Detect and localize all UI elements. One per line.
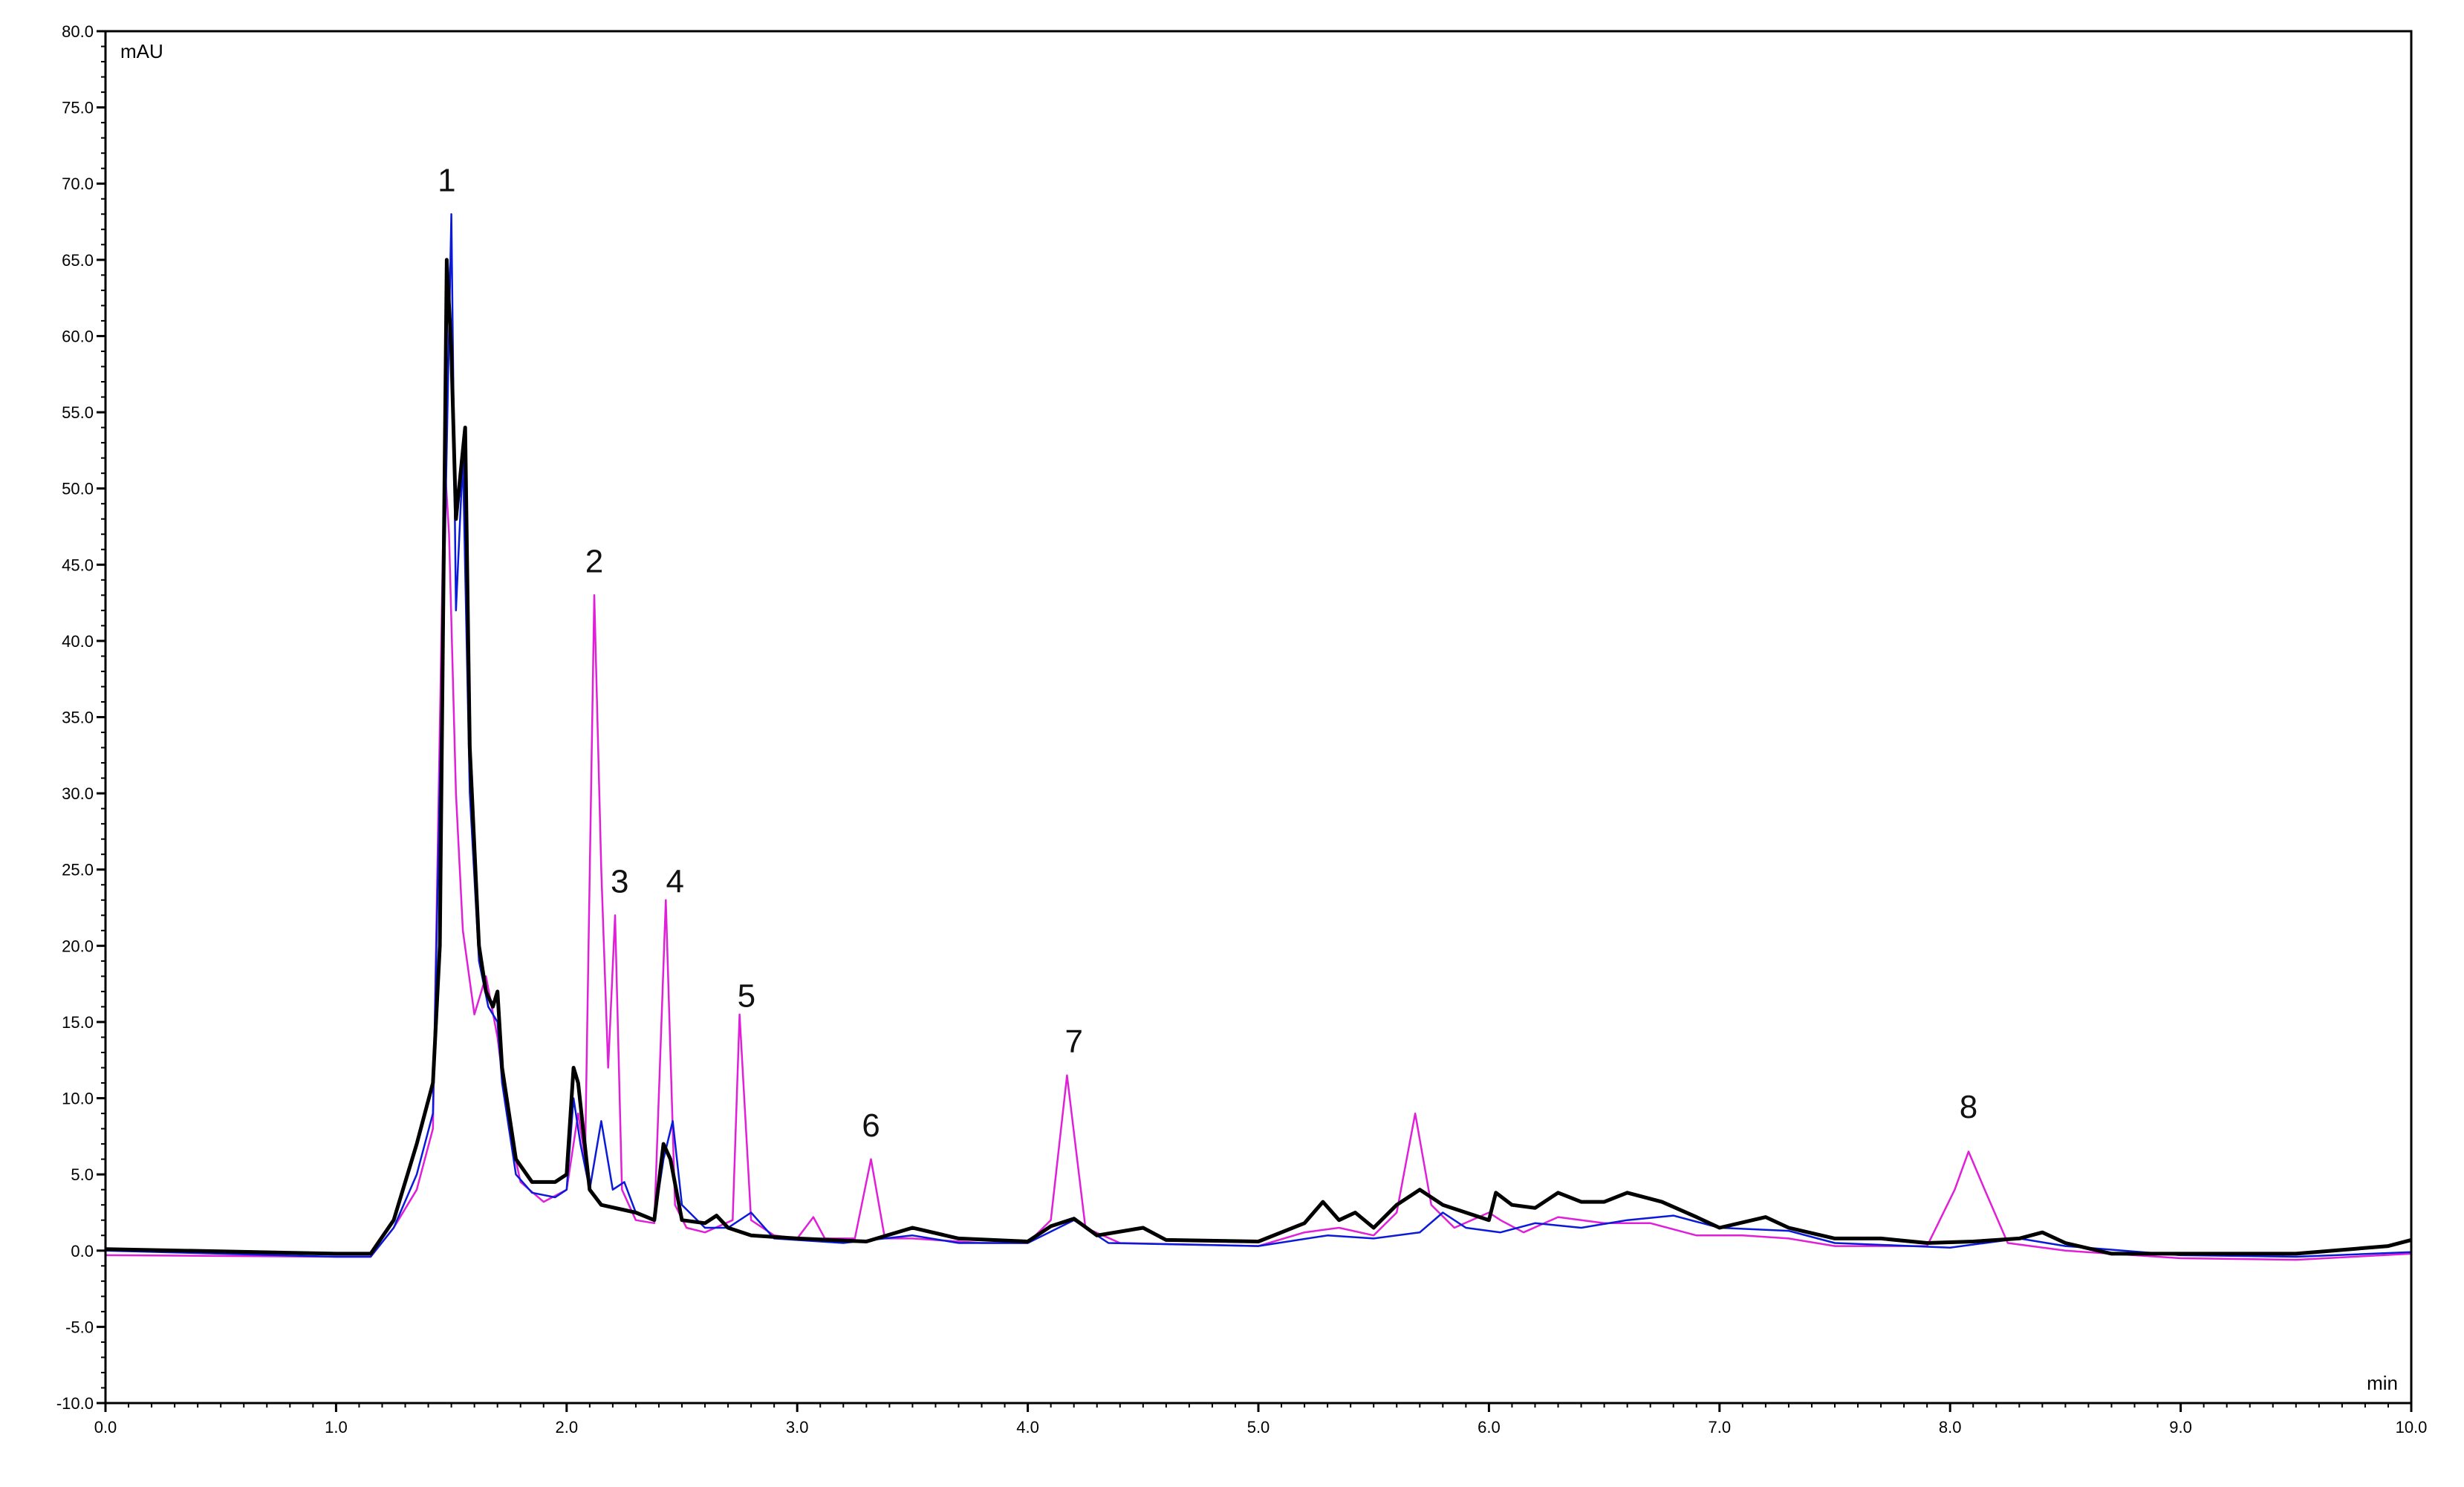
y-tick-label: 75.0 [62,99,94,117]
series-line-1 [105,258,2412,1256]
y-tick-label: 35.0 [62,709,94,727]
x-tick-label: 7.0 [1709,1418,1732,1436]
x-tick-label: 1.0 [325,1418,348,1436]
y-tick-label: 65.0 [62,251,94,270]
y-tick-label: 70.0 [62,175,94,193]
x-tick-label: 10.0 [2396,1418,2428,1436]
x-tick-label: 0.0 [94,1418,117,1436]
y-tick-label: 55.0 [62,403,94,422]
y-axis-unit-label: mAU [120,40,163,62]
peak-label-1: 1 [438,162,455,198]
x-tick-label: 6.0 [1478,1418,1501,1436]
plot-frame [104,30,2413,1405]
x-tick-label: 9.0 [2169,1418,2192,1436]
y-tick-label: 20.0 [62,937,94,955]
peak-label-2: 2 [585,544,603,580]
y-tick-label: 30.0 [62,784,94,803]
peak-annotations: 1 2 3 4 5 6 7 8 [438,162,1977,1143]
x-tick-label: 5.0 [1247,1418,1270,1436]
y-tick-label: 45.0 [62,556,94,574]
y-tick-label: 5.0 [71,1165,94,1184]
peak-label-3: 3 [611,864,628,900]
y-tick-label: 50.0 [62,480,94,498]
axis-labels: -10.0-5.00.05.010.015.020.025.030.035.04… [56,22,2428,1436]
peak-label-5: 5 [738,977,755,1014]
peak-label-7: 7 [1064,1024,1082,1060]
y-tick-label: -10.0 [56,1394,94,1413]
x-axis-unit-label: min [2367,1372,2398,1394]
y-tick-label: 0.0 [71,1242,94,1260]
y-tick-label: 60.0 [62,327,94,345]
x-tick-label: 3.0 [786,1418,809,1436]
series-line-3 [105,457,2412,1261]
x-tick-label: 2.0 [556,1418,579,1436]
y-tick-label: 15.0 [62,1013,94,1032]
x-tick-label: 4.0 [1016,1418,1039,1436]
peak-label-8: 8 [1960,1089,1977,1125]
peak-label-6: 6 [862,1107,880,1144]
y-tick-label: 40.0 [62,632,94,651]
x-tick-label: 8.0 [1939,1418,1962,1436]
series-layer [105,213,2412,1261]
y-tick-label: 25.0 [62,861,94,879]
y-tick-label: -5.0 [65,1318,94,1336]
y-tick-label: 80.0 [62,22,94,41]
peak-label-4: 4 [666,864,683,900]
y-tick-label: 10.0 [62,1090,94,1108]
